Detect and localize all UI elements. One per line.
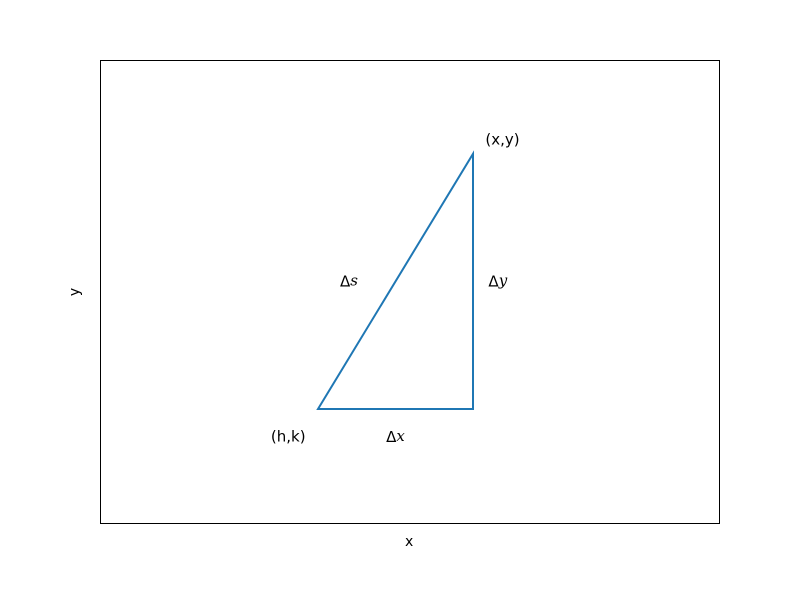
plot-area: (h,k) (x,y) Δx Δy Δs	[100, 60, 720, 524]
delta-s-label: Δs	[340, 271, 358, 290]
x-axis-label: x	[405, 534, 413, 550]
xy-label: (x,y)	[485, 130, 519, 148]
y-axis-label: y	[67, 288, 83, 296]
figure: (h,k) (x,y) Δx Δy Δs x y	[0, 0, 800, 600]
delta-x-label: Δx	[386, 427, 405, 446]
delta-y-label: Δy	[488, 271, 507, 290]
hk-label: (h,k)	[271, 427, 306, 445]
plot-svg: (h,k) (x,y) Δx Δy Δs	[101, 61, 721, 525]
